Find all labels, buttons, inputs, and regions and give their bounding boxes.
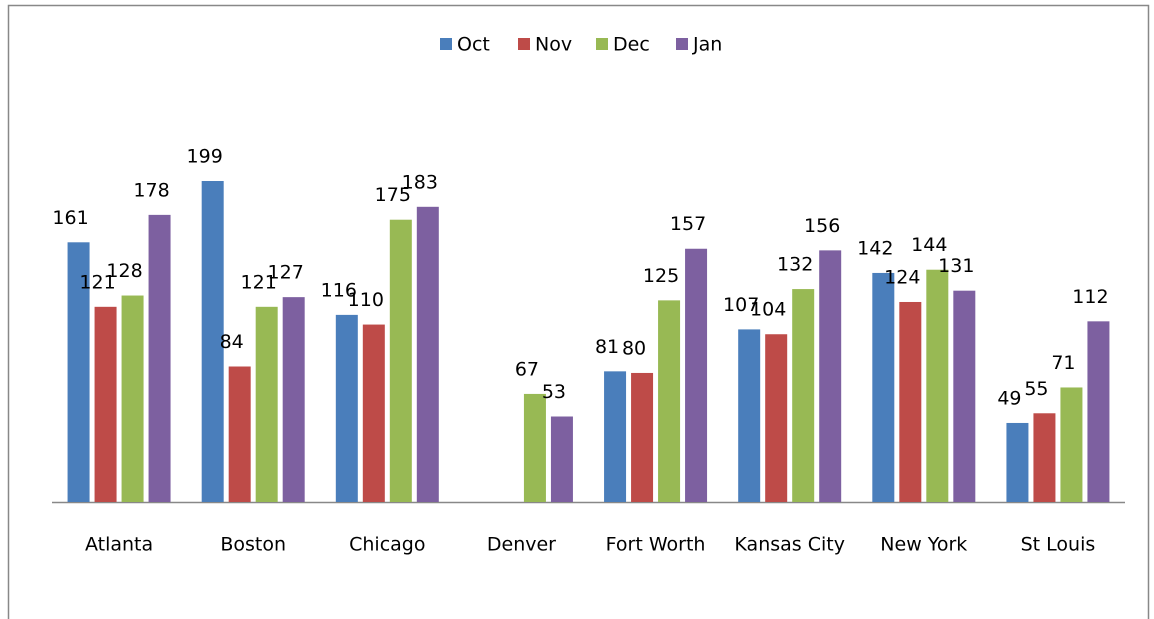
bar [953,290,976,502]
bar [416,206,439,502]
data-label: 121 [79,271,115,293]
bar [389,219,412,502]
bar [335,314,358,502]
bar [792,289,815,502]
x-tick-label: St Louis [1021,534,1096,556]
data-label: 80 [622,337,646,359]
data-label: 55 [1024,378,1048,400]
legend-swatch [596,38,608,50]
x-tick-label: Chicago [349,534,425,556]
bar [148,214,171,502]
data-label: 81 [595,336,619,358]
bar [658,300,681,502]
legend-label: Oct [457,34,490,56]
data-label: 116 [321,279,357,301]
data-label: 112 [1072,286,1108,308]
bar [738,329,761,502]
data-label: 84 [220,331,244,353]
data-label: 110 [348,289,384,311]
data-label: 107 [723,294,759,316]
bar [685,248,708,502]
data-label: 156 [804,215,840,237]
bar [228,366,251,502]
data-label: 178 [133,179,169,201]
x-tick-label: Atlanta [85,534,153,556]
data-label: 71 [1051,352,1075,374]
x-tick-label: Boston [220,534,286,556]
bar [1087,321,1110,502]
bar [872,272,895,502]
bar [282,297,305,502]
legend-label: Nov [535,34,572,56]
data-label: 157 [670,213,706,235]
data-label: 142 [857,237,893,259]
data-label: 104 [750,299,786,321]
data-label: 127 [268,262,304,284]
data-label: 128 [106,260,142,282]
data-label: 49 [997,387,1021,409]
bar [67,242,90,502]
data-label: 121 [241,271,277,293]
bar [926,269,949,502]
legend-label: Jan [692,34,722,56]
data-label: 125 [643,265,679,287]
data-label: 161 [52,207,88,229]
bar [523,393,546,502]
bar [94,306,117,502]
x-tick-label: Denver [487,534,556,556]
chart-frame [7,4,1150,619]
bar [201,181,224,502]
data-label: 124 [884,266,920,288]
bar [1060,387,1083,502]
data-label: 199 [187,146,223,168]
legend-swatch [518,38,530,50]
bar [899,301,922,502]
bar [765,334,788,502]
x-tick-label: Kansas City [734,534,845,556]
data-label: 131 [938,255,974,277]
bar [362,324,385,502]
data-label: 53 [542,381,566,403]
bar [121,295,144,502]
legend-swatch [676,38,688,50]
data-label: 175 [375,184,411,206]
x-tick-label: Fort Worth [606,534,706,556]
legend-label: Dec [613,34,650,56]
bar [1033,413,1056,502]
data-label: 183 [402,171,438,193]
data-label: 144 [911,234,947,256]
data-label: 67 [515,358,539,380]
legend-swatch [440,38,452,50]
bar [819,250,842,502]
bar [604,371,627,502]
x-tick-label: New York [880,534,967,556]
bar [631,372,654,502]
data-label: 132 [777,254,813,276]
bar [1006,422,1029,502]
bar [255,306,278,502]
bar [550,416,573,502]
